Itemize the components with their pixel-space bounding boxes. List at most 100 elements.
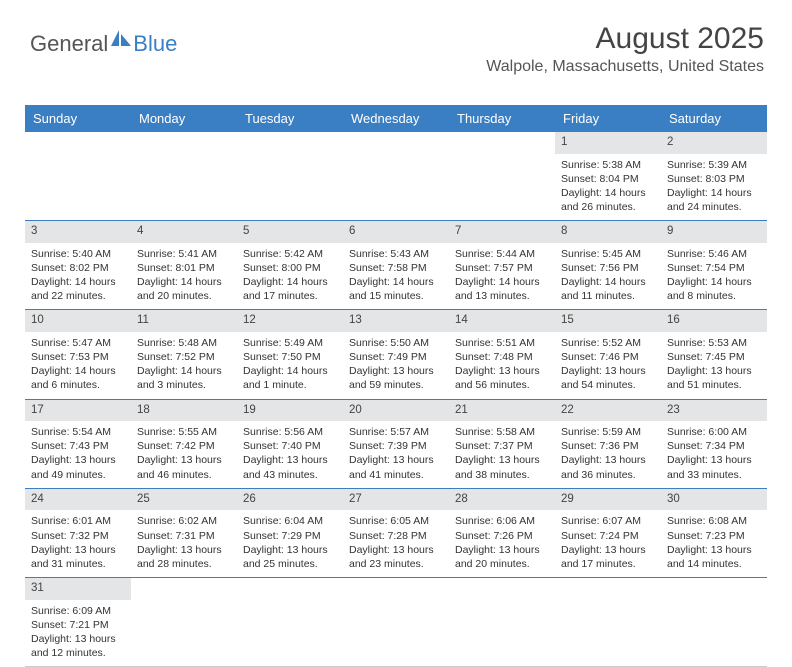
day-number-cell: 1 <box>555 132 661 154</box>
day-cell: Sunrise: 5:52 AMSunset: 7:46 PMDaylight:… <box>555 332 661 399</box>
daylight-text: Daylight: 13 hours and 28 minutes. <box>137 543 231 571</box>
sunrise-text: Sunrise: 5:44 AM <box>455 247 549 261</box>
daylight-text: Daylight: 13 hours and 31 minutes. <box>31 543 125 571</box>
daylight-text: Daylight: 13 hours and 17 minutes. <box>561 543 655 571</box>
daylight-text: Daylight: 14 hours and 24 minutes. <box>667 186 761 214</box>
sunrise-text: Sunrise: 5:56 AM <box>243 425 337 439</box>
day-number-cell: 7 <box>449 221 555 243</box>
sunrise-text: Sunrise: 5:51 AM <box>455 336 549 350</box>
day-header: Monday <box>131 105 237 132</box>
sunset-text: Sunset: 7:52 PM <box>137 350 231 364</box>
day-number-cell: 4 <box>131 221 237 243</box>
sunrise-text: Sunrise: 5:49 AM <box>243 336 337 350</box>
sunrise-text: Sunrise: 6:04 AM <box>243 514 337 528</box>
daylight-text: Daylight: 14 hours and 15 minutes. <box>349 275 443 303</box>
day-cell: Sunrise: 6:05 AMSunset: 7:28 PMDaylight:… <box>343 510 449 577</box>
sunrise-text: Sunrise: 6:08 AM <box>667 514 761 528</box>
daylight-text: Daylight: 13 hours and 51 minutes. <box>667 364 761 392</box>
sunrise-text: Sunrise: 6:07 AM <box>561 514 655 528</box>
sunrise-text: Sunrise: 6:01 AM <box>31 514 125 528</box>
sunset-text: Sunset: 7:56 PM <box>561 261 655 275</box>
sunrise-text: Sunrise: 5:38 AM <box>561 158 655 172</box>
sunrise-text: Sunrise: 5:41 AM <box>137 247 231 261</box>
daylight-text: Daylight: 13 hours and 43 minutes. <box>243 453 337 481</box>
day-cell: Sunrise: 5:40 AMSunset: 8:02 PMDaylight:… <box>25 243 131 310</box>
sunrise-text: Sunrise: 5:50 AM <box>349 336 443 350</box>
day-cell: Sunrise: 6:07 AMSunset: 7:24 PMDaylight:… <box>555 510 661 577</box>
day-number-cell <box>661 578 767 600</box>
sunrise-text: Sunrise: 5:39 AM <box>667 158 761 172</box>
day-cell: Sunrise: 5:39 AMSunset: 8:03 PMDaylight:… <box>661 154 767 221</box>
sunrise-text: Sunrise: 5:48 AM <box>137 336 231 350</box>
sunset-text: Sunset: 8:04 PM <box>561 172 655 186</box>
daylight-text: Daylight: 14 hours and 3 minutes. <box>137 364 231 392</box>
day-number-cell: 3 <box>25 221 131 243</box>
day-number-cell: 14 <box>449 310 555 332</box>
daylight-text: Daylight: 14 hours and 8 minutes. <box>667 275 761 303</box>
day-number-cell: 9 <box>661 221 767 243</box>
day-number-cell <box>131 578 237 600</box>
day-number-cell: 2 <box>661 132 767 154</box>
calendar: SundayMondayTuesdayWednesdayThursdayFrid… <box>25 105 767 667</box>
day-cell: Sunrise: 5:55 AMSunset: 7:42 PMDaylight:… <box>131 421 237 488</box>
day-number-cell <box>237 132 343 154</box>
day-cell <box>449 600 555 667</box>
day-cell <box>237 600 343 667</box>
day-number-cell <box>343 578 449 600</box>
logo-text-blue: Blue <box>133 31 177 57</box>
location-text: Walpole, Massachusetts, United States <box>486 58 764 76</box>
day-cell: Sunrise: 6:08 AMSunset: 7:23 PMDaylight:… <box>661 510 767 577</box>
detail-row: Sunrise: 5:40 AMSunset: 8:02 PM Daylight:… <box>25 243 767 310</box>
day-number-cell: 20 <box>343 399 449 421</box>
sunrise-text: Sunrise: 5:45 AM <box>561 247 655 261</box>
sunset-text: Sunset: 8:02 PM <box>31 261 125 275</box>
sunset-text: Sunset: 7:43 PM <box>31 439 125 453</box>
day-cell: Sunrise: 5:54 AMSunset: 7:43 PMDaylight:… <box>25 421 131 488</box>
day-cell <box>449 154 555 221</box>
day-cell <box>131 600 237 667</box>
day-cell: Sunrise: 5:53 AMSunset: 7:45 PMDaylight:… <box>661 332 767 399</box>
day-number-cell: 8 <box>555 221 661 243</box>
sunrise-text: Sunrise: 5:59 AM <box>561 425 655 439</box>
daylight-text: Daylight: 14 hours and 13 minutes. <box>455 275 549 303</box>
daylight-text: Daylight: 13 hours and 41 minutes. <box>349 453 443 481</box>
day-number-cell: 25 <box>131 488 237 510</box>
sunset-text: Sunset: 8:03 PM <box>667 172 761 186</box>
day-header: Wednesday <box>343 105 449 132</box>
day-number-cell: 10 <box>25 310 131 332</box>
day-cell <box>343 600 449 667</box>
sunset-text: Sunset: 7:28 PM <box>349 529 443 543</box>
day-cell <box>25 154 131 221</box>
day-cell: Sunrise: 5:41 AMSunset: 8:01 PMDaylight:… <box>131 243 237 310</box>
daylight-text: Daylight: 13 hours and 25 minutes. <box>243 543 337 571</box>
day-number-cell: 11 <box>131 310 237 332</box>
daylight-text: Daylight: 13 hours and 14 minutes. <box>667 543 761 571</box>
logo: General Blue <box>30 30 177 57</box>
day-number-cell: 29 <box>555 488 661 510</box>
day-cell: Sunrise: 6:06 AMSunset: 7:26 PMDaylight:… <box>449 510 555 577</box>
sunset-text: Sunset: 8:01 PM <box>137 261 231 275</box>
day-header: Tuesday <box>237 105 343 132</box>
day-number-cell: 21 <box>449 399 555 421</box>
day-cell: Sunrise: 5:46 AMSunset: 7:54 PMDaylight:… <box>661 243 767 310</box>
daylight-text: Daylight: 13 hours and 36 minutes. <box>561 453 655 481</box>
daylight-text: Daylight: 13 hours and 38 minutes. <box>455 453 549 481</box>
day-number-cell: 12 <box>237 310 343 332</box>
day-number-cell: 13 <box>343 310 449 332</box>
day-cell: Sunrise: 5:58 AMSunset: 7:37 PMDaylight:… <box>449 421 555 488</box>
sunset-text: Sunset: 8:00 PM <box>243 261 337 275</box>
daynum-row: 3456789 <box>25 221 767 243</box>
day-header: Friday <box>555 105 661 132</box>
sunset-text: Sunset: 7:37 PM <box>455 439 549 453</box>
day-number-cell <box>449 578 555 600</box>
daylight-text: Daylight: 14 hours and 26 minutes. <box>561 186 655 214</box>
detail-row: Sunrise: 5:38 AMSunset: 8:04 PMDaylight:… <box>25 154 767 221</box>
sunrise-text: Sunrise: 5:40 AM <box>31 247 125 261</box>
daylight-text: Daylight: 14 hours and 6 minutes. <box>31 364 125 392</box>
day-cell: Sunrise: 5:45 AMSunset: 7:56 PMDaylight:… <box>555 243 661 310</box>
day-cell: Sunrise: 5:43 AMSunset: 7:58 PMDaylight:… <box>343 243 449 310</box>
day-number-cell: 16 <box>661 310 767 332</box>
sunset-text: Sunset: 7:23 PM <box>667 529 761 543</box>
day-cell <box>343 154 449 221</box>
day-number-cell: 28 <box>449 488 555 510</box>
